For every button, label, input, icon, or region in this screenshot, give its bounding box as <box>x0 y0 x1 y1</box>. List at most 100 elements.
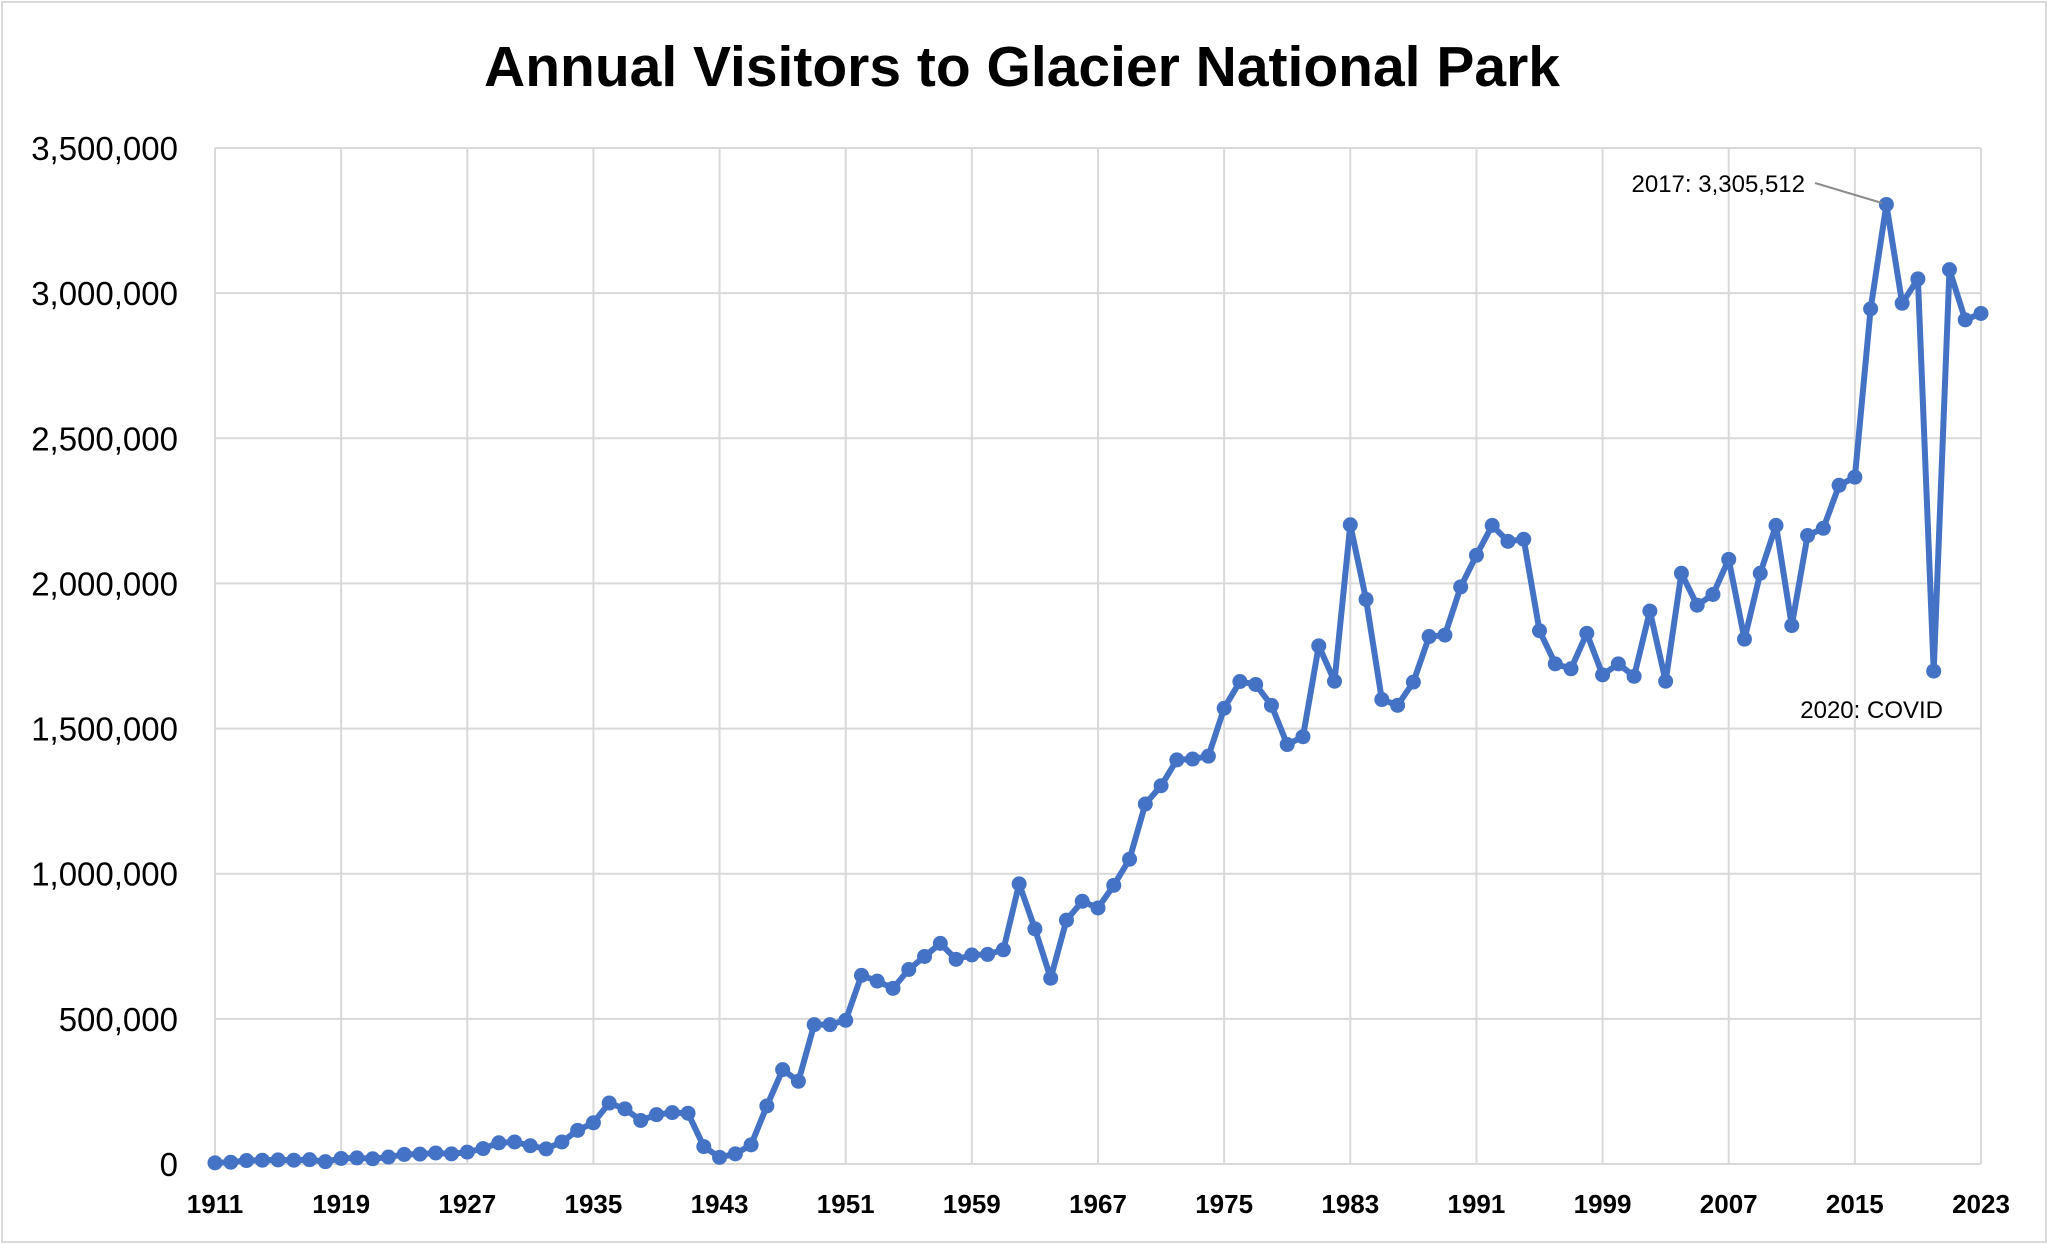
data-point-1948 <box>790 1073 806 1089</box>
y-tick-label: 1,500,000 <box>31 711 178 748</box>
data-point-1917 <box>302 1152 318 1168</box>
data-point-2020 <box>1926 663 1942 679</box>
data-point-2008 <box>1736 631 1752 647</box>
data-point-1997 <box>1563 661 1579 677</box>
data-point-1916 <box>286 1152 302 1168</box>
data-point-1947 <box>775 1062 791 1078</box>
data-point-1950 <box>822 1017 838 1033</box>
data-point-1990 <box>1453 579 1469 595</box>
data-point-1959 <box>964 947 980 963</box>
data-point-1962 <box>1011 876 1027 892</box>
data-point-1978 <box>1263 697 1279 713</box>
x-tick-label: 1991 <box>1448 1189 1506 1219</box>
data-point-1989 <box>1437 627 1453 643</box>
data-point-2001 <box>1626 668 1642 684</box>
data-point-2007 <box>1721 551 1737 567</box>
data-point-1920 <box>349 1150 365 1166</box>
data-point-1924 <box>412 1146 428 1162</box>
data-point-1919 <box>333 1150 349 1166</box>
data-point-1945 <box>743 1137 759 1153</box>
data-point-1930 <box>507 1134 523 1150</box>
x-tick-label: 1999 <box>1574 1189 1632 1219</box>
data-point-1937 <box>617 1101 633 1117</box>
data-point-1998 <box>1579 625 1595 641</box>
data-point-1966 <box>1074 893 1090 909</box>
data-point-1933 <box>554 1134 570 1150</box>
data-point-1911 <box>207 1155 223 1171</box>
data-point-2019 <box>1910 271 1926 287</box>
data-point-1968 <box>1106 877 1122 893</box>
series-visitors <box>207 196 1989 1171</box>
chart-title: Annual Visitors to Glacier National Park <box>484 35 1560 99</box>
x-tick-label: 1927 <box>438 1189 496 1219</box>
data-point-1939 <box>649 1107 664 1123</box>
data-point-1993 <box>1500 533 1516 549</box>
data-point-1981 <box>1311 638 1327 654</box>
data-point-1973 <box>1185 751 1201 767</box>
data-point-1944 <box>727 1146 743 1162</box>
data-point-1994 <box>1516 531 1532 547</box>
data-point-1934 <box>570 1122 586 1138</box>
x-tick-label: 2015 <box>1826 1189 1884 1219</box>
data-point-1913 <box>239 1153 255 1169</box>
data-point-2009 <box>1752 565 1768 581</box>
x-tick-label: 1983 <box>1321 1189 1379 1219</box>
data-point-2014 <box>1831 477 1847 493</box>
data-point-1935 <box>585 1115 601 1131</box>
data-point-1914 <box>254 1152 270 1168</box>
data-point-1952 <box>853 967 869 983</box>
y-tick-label: 2,500,000 <box>31 420 178 457</box>
data-point-2018 <box>1894 295 1910 311</box>
data-point-1915 <box>270 1152 286 1168</box>
data-point-1957 <box>932 935 948 951</box>
data-point-1932 <box>538 1141 554 1157</box>
data-point-2004 <box>1673 565 1689 581</box>
x-tick-label: 1911 <box>187 1189 243 1219</box>
x-tick-label: 2007 <box>1700 1189 1758 1219</box>
data-point-1936 <box>601 1095 617 1111</box>
data-point-1975 <box>1216 700 1232 716</box>
data-point-2023 <box>1973 305 1989 321</box>
data-point-1976 <box>1232 674 1248 690</box>
x-tick-label: 1951 <box>817 1189 875 1219</box>
data-point-1982 <box>1327 673 1343 689</box>
x-tick-label: 1975 <box>1195 1189 1253 1219</box>
data-point-2010 <box>1768 517 1784 533</box>
data-point-1986 <box>1390 697 1406 713</box>
x-tick-label: 1919 <box>312 1189 370 1219</box>
data-point-1996 <box>1547 656 1563 672</box>
x-axis-tick-labels: 1911 1919 1927 1935 1943 1951 1959 1967 1975 1983… <box>187 1189 2010 1219</box>
y-tick-label: 500,000 <box>59 1001 178 1038</box>
y-tick-label: 2,000,000 <box>31 565 178 602</box>
data-point-1991 <box>1468 547 1484 563</box>
data-point-1940 <box>664 1105 680 1121</box>
data-point-1925 <box>428 1145 444 1161</box>
data-point-1967 <box>1090 900 1106 916</box>
data-point-1938 <box>633 1112 649 1128</box>
data-point-1926 <box>444 1146 460 1162</box>
y-tick-label: 1,000,000 <box>31 856 178 893</box>
x-tick-label: 2023 <box>1952 1189 2010 1219</box>
data-point-1971 <box>1153 778 1169 794</box>
data-point-1949 <box>806 1017 822 1033</box>
data-point-1953 <box>869 973 885 989</box>
data-point-1979 <box>1279 737 1295 753</box>
data-point-1972 <box>1169 752 1185 768</box>
data-point-1912 <box>223 1154 239 1170</box>
data-point-1921 <box>365 1151 381 1167</box>
data-point-2000 <box>1610 656 1626 672</box>
x-tick-label: 1943 <box>691 1189 749 1219</box>
data-point-2022 <box>1957 312 1973 328</box>
gridlines <box>214 147 1982 1165</box>
data-point-1988 <box>1421 629 1437 645</box>
data-point-1999 <box>1595 667 1611 683</box>
y-tick-label: 3,500,000 <box>31 130 178 167</box>
data-point-1927 <box>459 1144 475 1160</box>
data-point-2013 <box>1815 520 1831 536</box>
data-point-1929 <box>491 1135 507 1151</box>
data-point-1984 <box>1358 591 1374 607</box>
data-point-1955 <box>901 962 917 978</box>
y-tick-label: 0 <box>160 1146 178 1183</box>
y-axis-tick-labels: 0 500,000 1,000,000 1,500,000 2,000,000 2,500… <box>31 130 178 1183</box>
